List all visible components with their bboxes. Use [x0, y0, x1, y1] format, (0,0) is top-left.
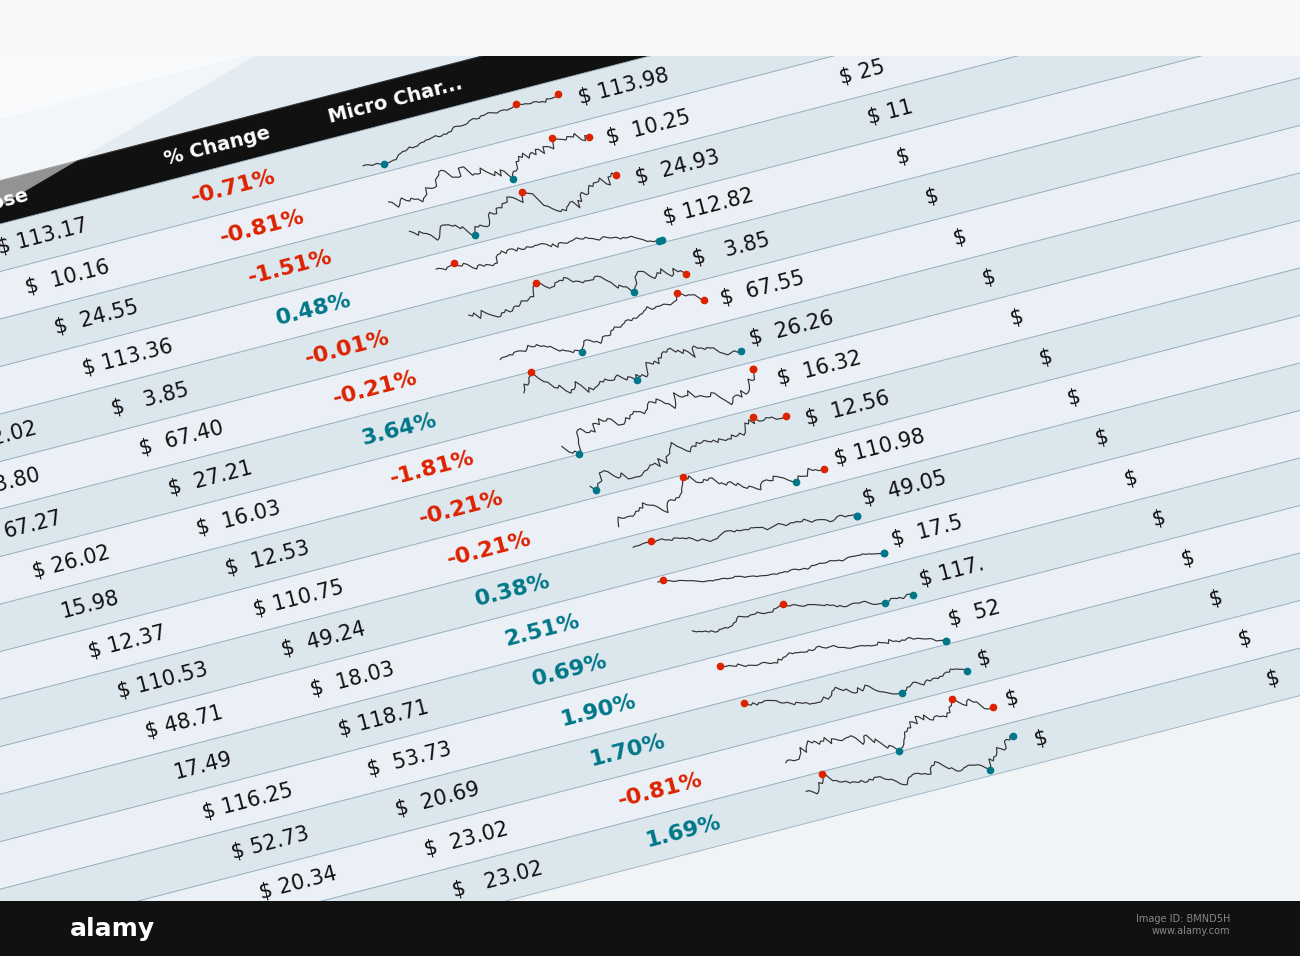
Text: alamy: alamy [70, 917, 155, 941]
Polygon shape [0, 0, 1300, 56]
Text: $  10.16: $ 10.16 [23, 257, 112, 298]
Polygon shape [0, 0, 1300, 374]
Text: $  18.03: $ 18.03 [308, 659, 396, 700]
Text: $   23.02: $ 23.02 [450, 858, 545, 901]
Text: $ 11: $ 11 [866, 98, 915, 128]
Polygon shape [0, 420, 1300, 936]
Text: $: $ [975, 647, 992, 670]
Text: 0.48%: 0.48% [274, 290, 354, 329]
Text: $ 110.75: $ 110.75 [251, 576, 346, 619]
Text: $  49.24: $ 49.24 [280, 619, 368, 660]
Text: $: $ [1093, 426, 1110, 449]
Text: $: $ [1149, 507, 1167, 530]
Polygon shape [0, 0, 1300, 414]
Polygon shape [0, 0, 1300, 494]
Text: $ 113.36: $ 113.36 [81, 336, 176, 379]
Polygon shape [0, 0, 350, 206]
Text: % Change: % Change [161, 123, 272, 169]
Text: $ 12.37: $ 12.37 [87, 622, 169, 663]
Polygon shape [0, 219, 1300, 735]
Text: $ 112.02: $ 112.02 [0, 419, 39, 462]
Text: $  12.56: $ 12.56 [803, 388, 892, 429]
Polygon shape [0, 0, 1300, 334]
Polygon shape [4, 460, 1300, 956]
Text: -1.51%: -1.51% [246, 248, 334, 289]
Text: -0.71%: -0.71% [188, 167, 278, 208]
Text: $ 112.82: $ 112.82 [662, 185, 757, 228]
Text: 1.70%: 1.70% [588, 731, 667, 771]
Text: $  16.03: $ 16.03 [195, 498, 283, 539]
Text: -1.81%: -1.81% [387, 448, 477, 489]
Text: 2.51%: 2.51% [502, 611, 581, 650]
Text: $ 20.81: $ 20.81 [286, 904, 368, 944]
Polygon shape [0, 0, 1300, 454]
Text: $  53.73: $ 53.73 [365, 739, 454, 780]
Polygon shape [0, 380, 1300, 896]
Text: $  27.21: $ 27.21 [166, 458, 255, 499]
Text: $  20.69: $ 20.69 [394, 779, 482, 820]
Text: $ 113.17: $ 113.17 [0, 215, 90, 258]
Text: 1.69%: 1.69% [644, 812, 724, 851]
Text: $  16.32: $ 16.32 [775, 348, 863, 389]
Polygon shape [32, 500, 1300, 956]
Text: $: $ [950, 226, 968, 249]
Text: $  24.93: $ 24.93 [633, 147, 722, 188]
Text: 1.90%: 1.90% [559, 691, 638, 730]
Text: $ 52.73: $ 52.73 [229, 824, 311, 863]
Text: Image ID: BMND5H
www.alamy.com: Image ID: BMND5H www.alamy.com [1136, 914, 1230, 936]
Text: 0.38%: 0.38% [473, 571, 552, 610]
Polygon shape [0, 18, 1300, 534]
Text: $  10.25: $ 10.25 [604, 107, 693, 148]
Text: 67.27: 67.27 [1, 508, 64, 542]
Text: -0.21%: -0.21% [445, 529, 534, 570]
Text: $: $ [922, 185, 940, 208]
Text: $: $ [894, 145, 911, 168]
Text: $ 20.34: $ 20.34 [257, 864, 339, 903]
Text: $ 10: $ 10 [809, 17, 858, 48]
Text: $: $ [979, 266, 997, 289]
Text: -0.21%: -0.21% [416, 489, 506, 530]
Text: -0.21%: -0.21% [332, 368, 420, 409]
Text: $ 48.71: $ 48.71 [143, 704, 225, 743]
Text: $ 117.: $ 117. [918, 554, 987, 590]
Text: $ 110.53: $ 110.53 [116, 660, 209, 703]
Text: $  52: $ 52 [946, 598, 1002, 630]
Text: $ 3.80: $ 3.80 [0, 466, 42, 502]
Text: $  67.40: $ 67.40 [138, 418, 226, 459]
Text: 0.69%: 0.69% [530, 651, 610, 690]
Text: $: $ [1235, 627, 1253, 650]
Text: Close: Close [0, 185, 30, 219]
Text: $  23.02: $ 23.02 [422, 819, 511, 860]
Text: $  24.55: $ 24.55 [52, 297, 140, 338]
Text: $ 113.98: $ 113.98 [576, 65, 671, 108]
Polygon shape [0, 58, 1300, 575]
Text: $ 26.02: $ 26.02 [30, 542, 112, 582]
Text: $: $ [1178, 547, 1196, 570]
Text: $   3.85: $ 3.85 [109, 380, 191, 419]
Polygon shape [0, 179, 1300, 695]
Text: $ 25: $ 25 [837, 57, 887, 88]
Text: 17.49: 17.49 [172, 749, 235, 783]
Text: $: $ [1122, 467, 1139, 489]
Text: $: $ [1031, 728, 1049, 750]
Text: $   3.85: $ 3.85 [690, 229, 772, 269]
Text: -0.81%: -0.81% [615, 770, 705, 811]
Text: $: $ [1008, 306, 1026, 329]
Text: $: $ [1065, 386, 1083, 409]
Text: $: $ [1206, 587, 1225, 610]
Polygon shape [0, 139, 1300, 655]
Text: $: $ [1264, 667, 1282, 690]
Text: $  49.05: $ 49.05 [861, 468, 949, 510]
Polygon shape [0, 259, 1300, 775]
Text: $  12.53: $ 12.53 [222, 538, 311, 579]
Text: 15.98: 15.98 [58, 588, 121, 622]
Polygon shape [0, 901, 1300, 956]
Text: $: $ [1002, 687, 1021, 710]
Text: $ 118.71: $ 118.71 [337, 698, 432, 740]
Text: -0.01%: -0.01% [303, 328, 391, 369]
Text: -0.81%: -0.81% [217, 207, 307, 249]
Text: Micro Char...: Micro Char... [326, 74, 464, 126]
Text: $  17.5: $ 17.5 [889, 512, 965, 550]
Text: $ 110.98: $ 110.98 [832, 426, 927, 469]
